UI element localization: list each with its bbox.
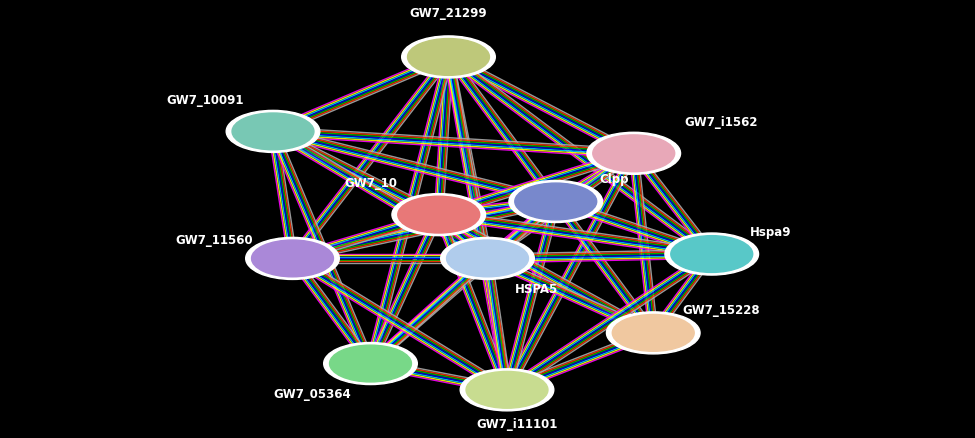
- Text: Clpp: Clpp: [600, 173, 629, 186]
- Text: GW7_05364: GW7_05364: [273, 388, 351, 401]
- Circle shape: [246, 237, 339, 279]
- Text: GW7_10: GW7_10: [344, 177, 397, 191]
- Circle shape: [515, 183, 597, 220]
- Circle shape: [509, 180, 603, 223]
- Circle shape: [402, 36, 495, 78]
- Circle shape: [392, 194, 486, 236]
- Circle shape: [447, 240, 528, 277]
- Circle shape: [408, 39, 489, 75]
- Circle shape: [252, 240, 333, 277]
- Circle shape: [587, 132, 681, 174]
- Circle shape: [466, 371, 548, 408]
- Text: GW7_15228: GW7_15228: [682, 304, 761, 318]
- Circle shape: [398, 196, 480, 233]
- Circle shape: [671, 236, 753, 272]
- Circle shape: [232, 113, 314, 150]
- Circle shape: [441, 237, 534, 279]
- Text: GW7_21299: GW7_21299: [410, 7, 488, 20]
- Circle shape: [593, 135, 675, 172]
- Circle shape: [665, 233, 759, 275]
- Text: Hspa9: Hspa9: [750, 226, 791, 239]
- Circle shape: [612, 314, 694, 351]
- Text: GW7_i11101: GW7_i11101: [476, 418, 558, 431]
- Text: GW7_10091: GW7_10091: [166, 94, 244, 107]
- Circle shape: [606, 312, 700, 354]
- Circle shape: [330, 345, 411, 382]
- Text: HSPA5: HSPA5: [515, 283, 558, 296]
- Text: GW7_i1562: GW7_i1562: [684, 116, 759, 129]
- Circle shape: [226, 110, 320, 152]
- Text: GW7_11560: GW7_11560: [176, 234, 254, 247]
- Circle shape: [460, 369, 554, 411]
- Circle shape: [324, 343, 417, 385]
